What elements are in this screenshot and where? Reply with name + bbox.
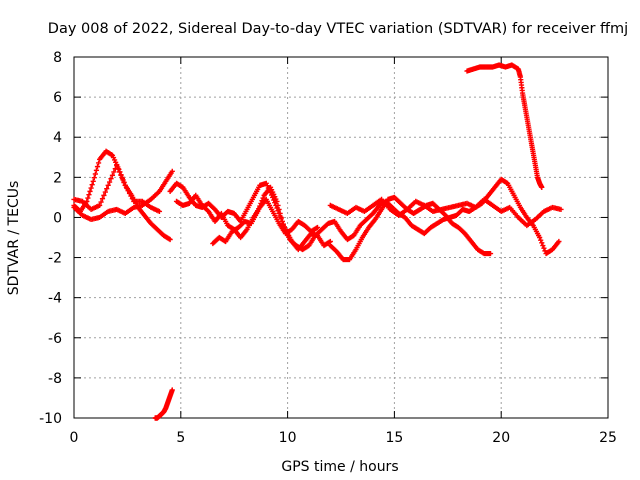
data-point xyxy=(105,182,111,188)
data-point xyxy=(101,192,107,198)
series-trace-b xyxy=(71,168,175,223)
x-tick-label: 5 xyxy=(176,430,185,446)
data-point xyxy=(118,172,124,178)
y-tick-label: -8 xyxy=(48,371,62,387)
data-point xyxy=(86,192,92,198)
data-point xyxy=(125,188,131,194)
data-point xyxy=(92,171,98,177)
y-tick-label: 0 xyxy=(53,210,62,226)
data-point xyxy=(540,242,546,249)
data-point xyxy=(258,200,264,207)
data-point xyxy=(126,190,133,196)
data-point xyxy=(122,182,128,188)
data-point xyxy=(116,169,123,175)
data-point xyxy=(98,199,104,205)
data-point xyxy=(129,196,135,202)
data-point xyxy=(156,208,163,215)
axis-ticks: 0 5 10 15 20 25 -10 -8 -6 -4 -2 0 2 4 6 8 xyxy=(39,50,617,446)
data-point xyxy=(97,202,103,209)
data-series xyxy=(71,62,564,421)
data-point xyxy=(558,206,564,213)
data-point xyxy=(487,250,494,257)
data-point xyxy=(85,195,91,201)
y-tick-label: 2 xyxy=(53,170,62,186)
data-point xyxy=(256,206,262,212)
data-point xyxy=(109,172,116,178)
data-point xyxy=(167,236,173,243)
data-point xyxy=(541,245,547,251)
data-point xyxy=(119,176,126,182)
x-tick-label: 0 xyxy=(70,430,79,446)
y-tick-label: 6 xyxy=(53,90,62,106)
data-point xyxy=(93,167,100,173)
data-point xyxy=(260,195,266,201)
data-point xyxy=(87,188,93,194)
data-point xyxy=(107,179,113,185)
chart-title: Day 008 of 2022, Sidereal Day-to-day VTE… xyxy=(48,21,628,37)
data-point xyxy=(124,185,130,191)
data-point xyxy=(169,168,175,174)
y-tick-label: -10 xyxy=(39,411,62,427)
data-point xyxy=(169,387,175,393)
data-point xyxy=(276,206,282,213)
data-point xyxy=(115,166,121,172)
data-point xyxy=(539,184,545,190)
data-point xyxy=(275,202,281,209)
x-tick-label: 25 xyxy=(599,430,617,446)
data-point xyxy=(277,210,283,217)
x-tick-label: 15 xyxy=(385,430,403,446)
data-point xyxy=(111,169,117,175)
data-point xyxy=(89,182,95,188)
data-point xyxy=(95,160,102,166)
data-point xyxy=(104,186,110,192)
series-trace-j xyxy=(464,62,545,190)
data-point xyxy=(108,176,114,182)
data-point xyxy=(114,162,120,168)
series-trace-i xyxy=(327,196,564,229)
data-point xyxy=(94,164,101,170)
x-tick-label: 10 xyxy=(279,430,297,446)
y-tick-label: -4 xyxy=(48,291,62,307)
data-point xyxy=(278,214,284,221)
x-axis-label: GPS time / hours xyxy=(281,459,398,475)
plot-frame xyxy=(73,56,609,419)
data-point xyxy=(102,189,108,195)
x-tick-label: 20 xyxy=(492,430,510,446)
data-point xyxy=(255,208,261,215)
data-point xyxy=(314,224,321,231)
data-point xyxy=(91,175,97,181)
y-tick-label: -6 xyxy=(48,331,62,347)
data-point xyxy=(539,240,545,246)
data-point xyxy=(128,193,134,199)
data-point xyxy=(556,238,562,245)
y-tick-label: 8 xyxy=(53,50,62,66)
data-point xyxy=(99,196,106,202)
series-trace-c xyxy=(71,162,163,215)
data-point xyxy=(121,179,127,185)
data-point xyxy=(537,234,543,241)
y-axis-label: SDTVAR / TECUs xyxy=(6,181,22,296)
data-point xyxy=(257,203,263,209)
data-point xyxy=(538,237,544,243)
data-point xyxy=(90,178,96,184)
y-tick-label: 4 xyxy=(53,130,62,146)
data-point xyxy=(274,198,280,204)
series-trace-d xyxy=(152,387,175,421)
data-point xyxy=(88,185,94,191)
data-point xyxy=(279,218,285,225)
data-point xyxy=(259,198,265,204)
y-tick-label: -2 xyxy=(48,251,62,267)
